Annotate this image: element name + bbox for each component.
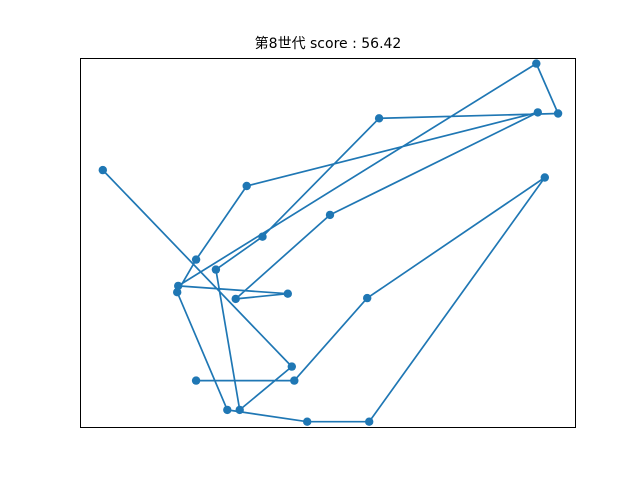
data-point xyxy=(191,255,201,264)
chart-title: 第8世代 score : 56.42 xyxy=(255,35,402,52)
data-point xyxy=(174,281,183,291)
data-point xyxy=(173,288,182,297)
plot-area xyxy=(98,59,563,426)
data-point xyxy=(211,265,221,274)
data-point xyxy=(374,114,384,123)
data-point xyxy=(325,210,335,220)
data-point xyxy=(365,417,374,426)
data-point xyxy=(223,405,232,415)
data-point xyxy=(258,232,267,241)
data-point xyxy=(540,173,549,182)
data-point xyxy=(283,289,292,298)
data-point xyxy=(290,376,299,385)
data-point xyxy=(532,59,541,68)
data-point xyxy=(191,376,201,385)
data-point xyxy=(231,294,240,304)
data-point xyxy=(287,362,296,371)
data-point xyxy=(533,108,542,117)
plot-frame xyxy=(80,58,576,428)
data-point xyxy=(98,165,108,175)
data-point xyxy=(242,181,251,191)
data-point xyxy=(553,109,563,118)
data-point xyxy=(363,293,372,303)
data-point xyxy=(303,417,312,426)
data-point xyxy=(235,405,244,415)
